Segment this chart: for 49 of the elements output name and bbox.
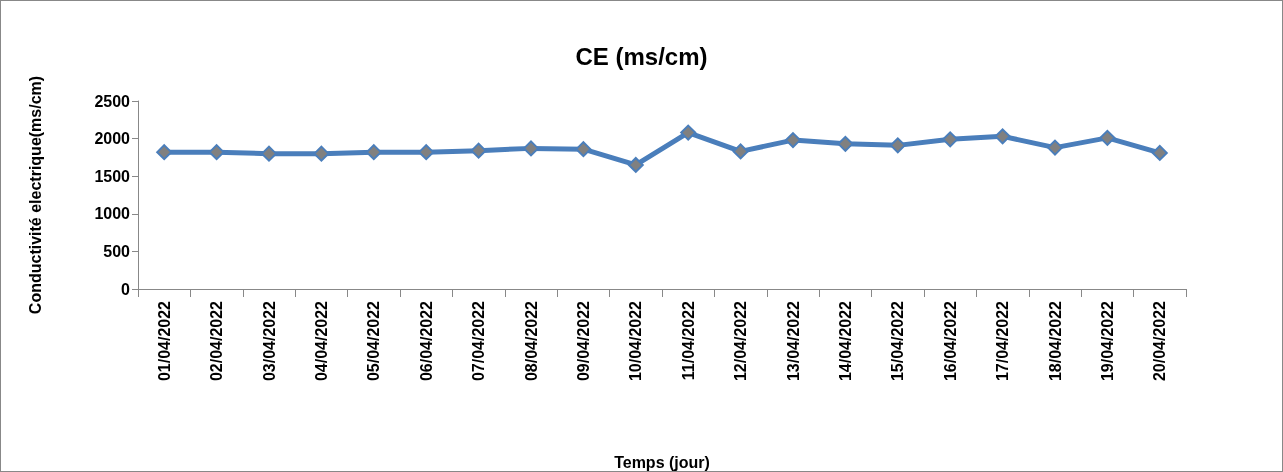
point — [470, 142, 487, 159]
x-tick-label: 14/04/2022 — [836, 300, 854, 382]
point — [523, 140, 539, 157]
y-tick-label: 0 — [121, 280, 131, 298]
point — [942, 131, 959, 148]
x-tick-label: 01/04/2022 — [155, 300, 173, 382]
x-tick-label: 05/04/2022 — [365, 300, 383, 382]
x-tick-label: 12/04/2022 — [732, 300, 750, 382]
y-tick-label: 2000 — [94, 130, 131, 148]
x-tick-label: 07/04/2022 — [470, 300, 488, 382]
point — [837, 135, 854, 152]
x-tick-label: 04/04/2022 — [312, 300, 330, 382]
x-tick-label: 09/04/2022 — [574, 300, 592, 382]
x-tick-label: 18/04/2022 — [1046, 300, 1064, 382]
point — [889, 137, 906, 154]
x-tick-label: 19/04/2022 — [1098, 300, 1116, 382]
point — [1151, 144, 1168, 161]
point — [208, 144, 225, 161]
y-tick-label: 2500 — [94, 92, 131, 110]
point — [156, 144, 173, 161]
y-tick-label: 500 — [103, 242, 131, 260]
x-axis-title: Temps (jour) — [614, 453, 710, 471]
x-tick-label: 11/04/2022 — [679, 300, 697, 381]
point — [785, 132, 801, 149]
point — [575, 141, 592, 158]
x-tick-label: 02/04/2022 — [208, 300, 226, 382]
point — [261, 145, 277, 162]
point — [313, 145, 330, 162]
point — [418, 144, 435, 161]
x-tick-label: 08/04/2022 — [522, 300, 540, 382]
point — [1099, 129, 1116, 146]
x-tick-label: 06/04/2022 — [417, 300, 435, 382]
x-tick-label: 03/04/2022 — [260, 300, 278, 382]
point — [627, 156, 644, 173]
point — [365, 144, 382, 161]
x-tick-label: 17/04/2022 — [994, 300, 1012, 382]
chart-title: CE (ms/cm) — [575, 42, 708, 70]
y-tick-label: 1000 — [94, 205, 131, 223]
x-tick-label: 13/04/2022 — [784, 300, 802, 382]
point — [680, 124, 697, 141]
x-tick-label: 20/04/2022 — [1151, 300, 1169, 382]
y-axis-title: Conductivité electrique(ms/cm) — [26, 75, 44, 315]
x-tick-label: 15/04/2022 — [889, 300, 907, 382]
point — [1047, 139, 1063, 156]
y-tick-label: 1500 — [94, 167, 131, 185]
point — [994, 128, 1011, 145]
x-tick-label: 16/04/2022 — [941, 300, 959, 382]
x-tick-label: 10/04/2022 — [627, 300, 645, 382]
point — [732, 143, 749, 160]
